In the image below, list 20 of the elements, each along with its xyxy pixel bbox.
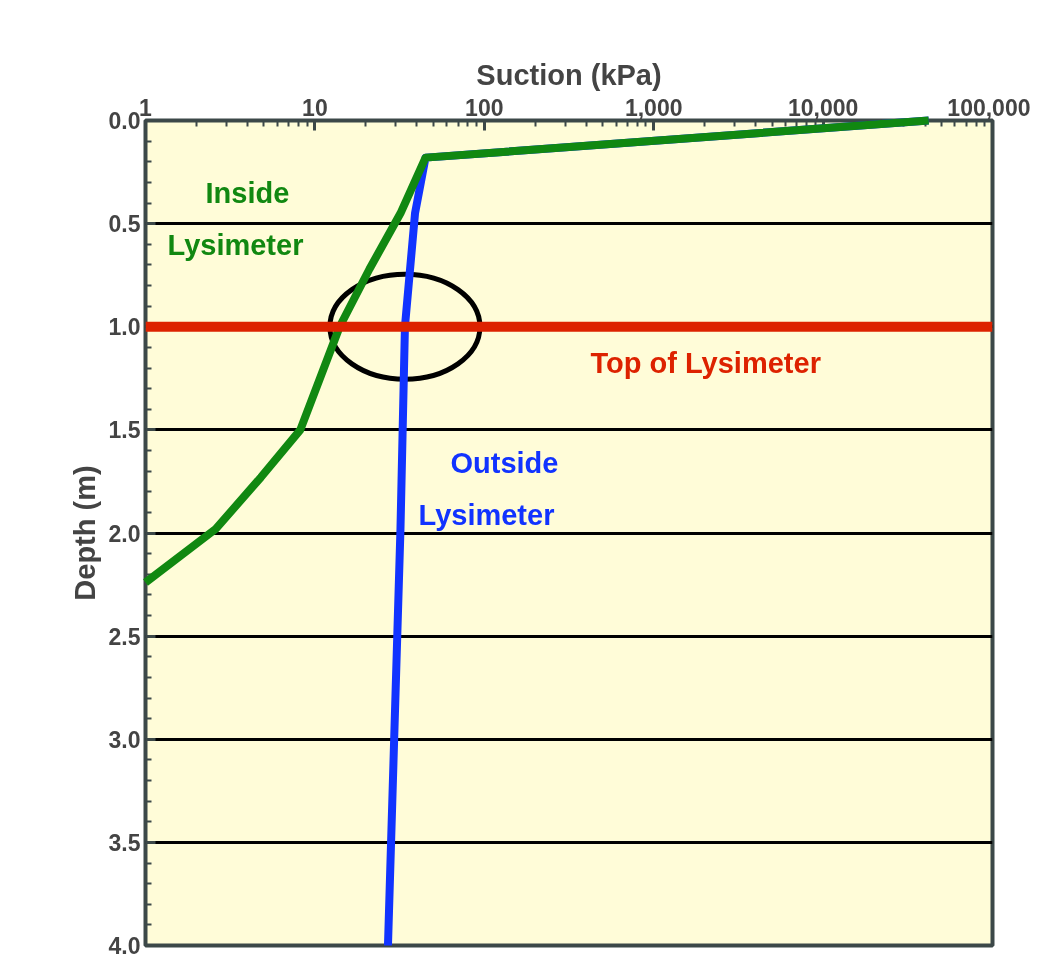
y-tick-label: 1.0: [108, 314, 141, 341]
y-tick-label: 2.0: [108, 520, 141, 547]
ref-line-label: Top of Lysimeter: [590, 346, 821, 379]
y-tick-label: 3.5: [108, 829, 141, 856]
x-tick-label: 10: [302, 94, 328, 121]
x-tick-label: 1: [139, 94, 153, 121]
y-tick-label: 0.0: [108, 108, 141, 134]
series-label: Outside Lysimeter: [418, 447, 559, 531]
y-tick-label: 3.0: [108, 726, 141, 753]
x-tick-label: 100: [465, 94, 504, 121]
x-tick-label: 1,000: [624, 94, 683, 121]
y-tick-label: 2.5: [108, 623, 141, 650]
y-tick-label: 1.5: [108, 417, 141, 444]
y-tick-label: 0.5: [108, 211, 141, 238]
y-axis-title: Depth (m): [68, 465, 101, 601]
text: Inside Lysimeter: [167, 177, 304, 261]
y-tick-label: 4.0: [108, 933, 141, 959]
x-axis-title: Suction (kPa): [476, 58, 662, 91]
x-tick-label: 10,000: [787, 94, 859, 121]
x-tick-label: 100,000: [947, 94, 1031, 121]
